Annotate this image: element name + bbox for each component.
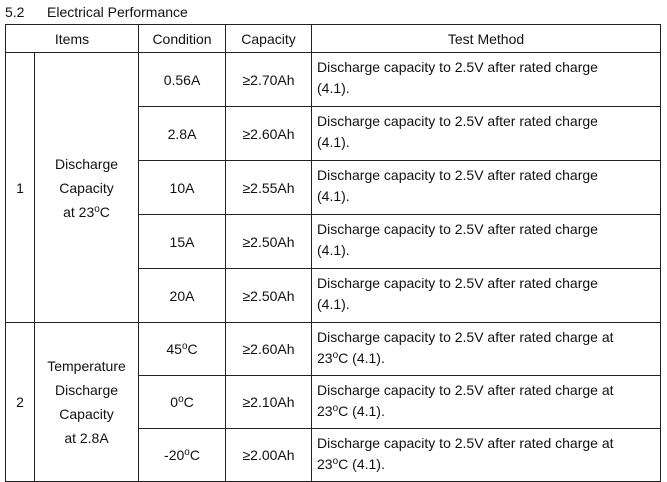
test-method-cell: Discharge capacity to 2.5V after rated c… <box>311 322 662 376</box>
item-name: Temperature Discharge Capacity at 2.8A <box>33 322 140 482</box>
condition-cell: 20A <box>138 268 227 323</box>
condition-cell: 15A <box>138 214 227 269</box>
item-name-line: Temperature <box>47 358 126 374</box>
capacity-cell: ≥2.55Ah <box>225 160 313 215</box>
capacity-cell: ≥2.50Ah <box>225 268 313 323</box>
test-method-cell: Discharge capacity to 2.5V after rated c… <box>311 52 662 107</box>
section-title: 5.2 Electrical Performance <box>5 3 188 21</box>
header-test-method: Test Method <box>311 24 662 53</box>
table-row: 10A ≥2.55Ah Discharge capacity to 2.5V a… <box>6 160 662 215</box>
test-method-cell: Discharge capacity to 2.5V after rated c… <box>311 428 662 482</box>
header-items: Items <box>4 24 140 53</box>
capacity-cell: ≥2.10Ah <box>225 375 313 429</box>
capacity-cell: ≥2.60Ah <box>225 106 313 161</box>
table-row: 15A ≥2.50Ah Discharge capacity to 2.5V a… <box>6 214 662 269</box>
capacity-cell: ≥2.50Ah <box>225 214 313 269</box>
condition-cell: 2.8A <box>138 106 227 161</box>
electrical-performance-table: Items Condition Capacity Test Method 1 D… <box>4 24 662 482</box>
item-name-line: at 2.8A <box>64 430 109 446</box>
item-name-line: Capacity <box>59 179 114 196</box>
condition-cell: 10A <box>138 160 227 215</box>
item-name: Discharge Capacity at 23oC <box>33 52 140 323</box>
table-row: 2 Temperature Discharge Capacity at 2.8A… <box>5 322 662 482</box>
table-row: 0oC ≥2.10Ah Discharge capacity to 2.5V a… <box>6 375 662 429</box>
header-condition: Condition <box>138 24 227 53</box>
table-row: 1 Discharge Capacity at 23oC 0.56A ≥2.70… <box>5 52 662 323</box>
condition-cell: -20oC <box>138 428 227 482</box>
test-method-cell: Discharge capacity to 2.5V after rated c… <box>311 375 662 429</box>
table-row: 2.8A ≥2.60Ah Discharge capacity to 2.5V … <box>6 106 662 161</box>
table-row: 20A ≥2.50Ah Discharge capacity to 2.5V a… <box>6 268 662 323</box>
section-heading: Electrical Performance <box>47 4 188 20</box>
capacity-cell: ≥2.70Ah <box>225 52 313 107</box>
test-method-cell: Discharge capacity to 2.5V after rated c… <box>311 160 662 215</box>
test-method-cell: Discharge capacity to 2.5V after rated c… <box>311 214 662 269</box>
condition-cell: 0.56A <box>138 52 227 107</box>
item-name-line: Discharge <box>54 155 119 172</box>
test-method-cell: Discharge capacity to 2.5V after rated c… <box>311 268 662 323</box>
condition-cell: 0oC <box>138 375 227 429</box>
test-method-cell: Discharge capacity to 2.5V after rated c… <box>311 106 662 161</box>
item-name-line: Discharge <box>54 382 119 398</box>
item-name-line: Capacity <box>59 406 114 422</box>
section-number: 5.2 <box>5 4 25 20</box>
item-number: 1 <box>5 52 35 323</box>
header-capacity: Capacity <box>225 24 313 53</box>
item-number: 2 <box>5 322 35 482</box>
condition-cell: 45oC <box>138 322 227 376</box>
capacity-cell: ≥2.60Ah <box>225 322 313 376</box>
header-row: Items Condition Capacity Test Method <box>4 24 662 53</box>
capacity-cell: ≥2.00Ah <box>225 428 313 482</box>
item-name-line: at 23oC <box>63 203 110 220</box>
